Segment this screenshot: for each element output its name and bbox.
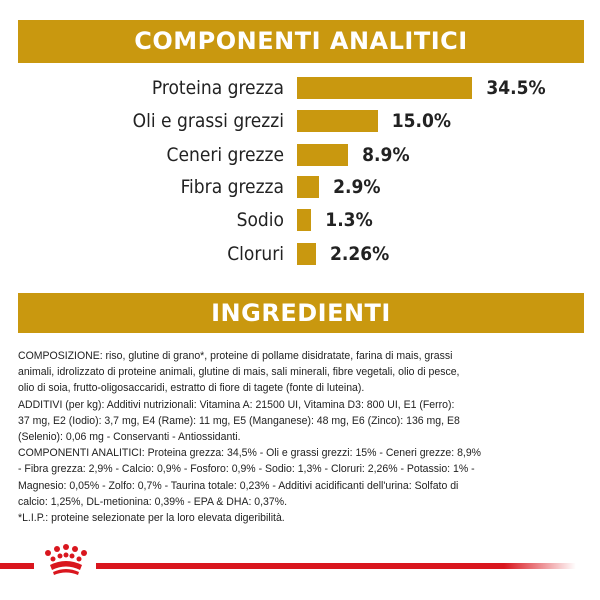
ingredients-line: - Fibra grezza: 2,9% - Calcio: 0,9% - Fo… bbox=[18, 463, 475, 476]
bar bbox=[297, 243, 316, 265]
ingredients-line: olio di soia, frutto-oligosaccaridi, est… bbox=[18, 382, 365, 395]
chart-row: Sodio 1.3% bbox=[0, 208, 600, 232]
category-label: Ceneri grezze bbox=[166, 144, 284, 166]
ingredients-line: *L.I.P.: proteine selezionate per la lor… bbox=[18, 512, 285, 525]
ingredients-line: COMPOSIZIONE: riso, glutine di grano*, p… bbox=[18, 350, 453, 362]
chart-row: Proteina grezza 34.5% bbox=[0, 76, 600, 100]
chart-row: Fibra grezza 2.9% bbox=[0, 175, 600, 199]
bar bbox=[297, 176, 320, 198]
value-label: 15.0% bbox=[391, 110, 452, 132]
chart-row: Oli e grassi grezzi 15.0% bbox=[0, 109, 600, 133]
bar bbox=[297, 144, 349, 166]
analytical-components-header: COMPONENTI ANALITICI bbox=[18, 20, 584, 63]
category-label: Proteina grezza bbox=[151, 77, 284, 99]
value-label: 34.5% bbox=[486, 77, 546, 99]
royal-canin-crown-icon bbox=[45, 544, 87, 575]
category-label: Oli e grassi grezzi bbox=[132, 110, 284, 132]
value-label: 2.26% bbox=[329, 243, 390, 265]
chart-row: Ceneri grezze 8.9% bbox=[0, 143, 600, 167]
ingredients-line: 37 mg, E2 (Iodio): 3,7 mg, E4 (Rame): 11… bbox=[18, 414, 460, 427]
ingredients-line: animali, idrolizzato di proteine animali… bbox=[18, 366, 460, 379]
brand-red-line bbox=[0, 563, 576, 569]
ingredients-header: INGREDIENTI bbox=[18, 293, 584, 333]
ingredients-line: COMPONENTI ANALITICI: Proteina grezza: 3… bbox=[18, 447, 482, 460]
bar bbox=[297, 110, 378, 132]
chart-row: Cloruri 2.26% bbox=[0, 242, 600, 266]
ingredients-line: (Selenio): 0,06 mg - Conservanti - Antio… bbox=[18, 431, 241, 444]
ingredients-line: calcio: 1,25%, DL-metionina: 0,39% - EPA… bbox=[18, 495, 288, 508]
value-label: 8.9% bbox=[362, 144, 410, 166]
value-label: 2.9% bbox=[333, 176, 381, 198]
category-label: Fibra grezza bbox=[180, 176, 284, 198]
value-label: 1.3% bbox=[325, 209, 373, 231]
ingredients-line: ADDITIVI (per kg): Additivi nutrizionali… bbox=[18, 398, 455, 411]
ingredients-text: COMPOSIZIONE: riso, glutine di grano*, p… bbox=[18, 348, 590, 526]
bar bbox=[297, 209, 312, 231]
category-label: Sodio bbox=[236, 209, 284, 231]
ingredients-line: Magnesio: 0,05% - Zolfo: 0,7% - Taurina … bbox=[18, 479, 459, 492]
category-label: Cloruri bbox=[227, 243, 284, 265]
bar bbox=[297, 77, 473, 99]
